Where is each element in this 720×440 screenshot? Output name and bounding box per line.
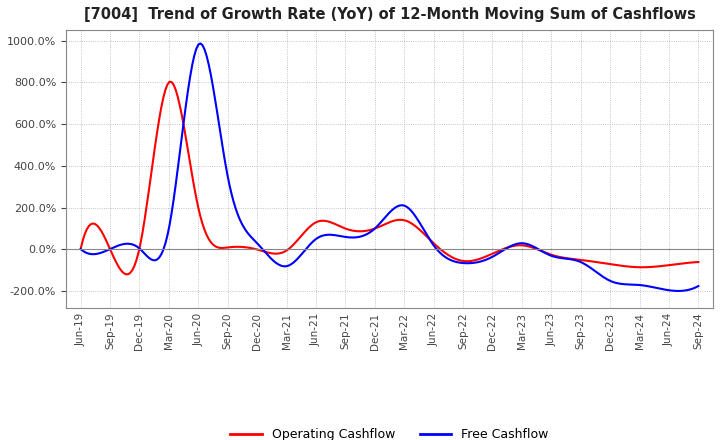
Free Cashflow xyxy=(444,256,453,261)
Line: Free Cashflow: Free Cashflow xyxy=(81,44,698,291)
Operating Cashflow xyxy=(122,271,130,277)
Free Cashflow xyxy=(196,41,204,46)
Line: Operating Cashflow: Operating Cashflow xyxy=(81,82,698,274)
Title: [7004]  Trend of Growth Rate (YoY) of 12-Month Moving Sum of Cashflows: [7004] Trend of Growth Rate (YoY) of 12-… xyxy=(84,7,696,22)
Operating Cashflow xyxy=(694,260,703,265)
Free Cashflow xyxy=(78,248,87,253)
Operating Cashflow xyxy=(601,261,610,266)
Free Cashflow xyxy=(599,275,608,280)
Operating Cashflow xyxy=(448,255,456,260)
Free Cashflow xyxy=(76,246,85,252)
Operating Cashflow xyxy=(76,246,85,252)
Operating Cashflow xyxy=(459,258,467,264)
Operating Cashflow xyxy=(78,238,87,243)
Free Cashflow xyxy=(638,283,647,288)
Operating Cashflow xyxy=(165,79,174,84)
Legend: Operating Cashflow, Free Cashflow: Operating Cashflow, Free Cashflow xyxy=(225,423,554,440)
Free Cashflow xyxy=(694,283,703,289)
Free Cashflow xyxy=(673,288,682,293)
Free Cashflow xyxy=(456,260,465,265)
Free Cashflow xyxy=(446,257,455,263)
Operating Cashflow xyxy=(640,264,649,270)
Operating Cashflow xyxy=(446,254,455,259)
